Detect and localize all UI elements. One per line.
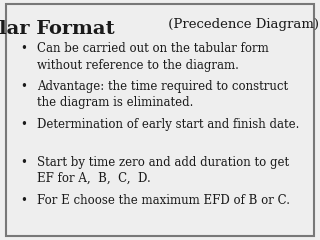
Text: •: • bbox=[20, 118, 28, 131]
Text: (Precedence Diagram): (Precedence Diagram) bbox=[164, 18, 319, 31]
Text: Tabular Format: Tabular Format bbox=[0, 20, 115, 38]
Text: Advantage: the time required to construct
the diagram is eliminated.: Advantage: the time required to construc… bbox=[37, 80, 288, 109]
FancyBboxPatch shape bbox=[6, 4, 314, 236]
Text: For E choose the maximum EFD of B or C.: For E choose the maximum EFD of B or C. bbox=[37, 194, 290, 207]
Text: Start by time zero and add duration to get
EF for A,  B,  C,  D.: Start by time zero and add duration to g… bbox=[37, 156, 289, 185]
Text: •: • bbox=[20, 194, 28, 207]
Text: Determination of early start and finish date.: Determination of early start and finish … bbox=[37, 118, 299, 131]
Text: •: • bbox=[20, 80, 28, 93]
Text: Can be carried out on the tabular form
without reference to the diagram.: Can be carried out on the tabular form w… bbox=[37, 42, 268, 72]
Text: •: • bbox=[20, 156, 28, 169]
Text: •: • bbox=[20, 42, 28, 55]
